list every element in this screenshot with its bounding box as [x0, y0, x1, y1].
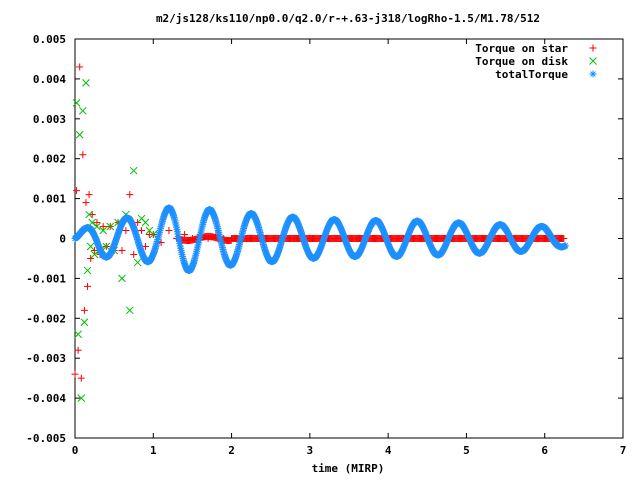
data-point: [561, 242, 569, 250]
data-point: [75, 130, 84, 139]
y-tick-label: -0.005: [26, 432, 66, 445]
data-point: [78, 106, 87, 115]
data-point: [122, 227, 130, 235]
data-point: [77, 394, 86, 402]
y-tick-label: 0.002: [33, 153, 66, 166]
data-point: [165, 227, 173, 235]
data-point: [85, 210, 93, 219]
legend-label: Torque on star: [475, 42, 568, 55]
data-point: [77, 374, 85, 382]
x-tick-label: 2: [228, 444, 235, 457]
chart-title: m2/js128/ks110/np0.0/q2.0/r-+.63-j318/lo…: [156, 12, 540, 25]
data-point: [99, 223, 107, 231]
data-point: [102, 242, 111, 251]
y-tick-label: -0.001: [26, 272, 66, 285]
axis-ticks: 0 1 2 3 4 5 6 7 -0.005 -0.004 -0.003 -0.002 -0.001 0 0…: [26, 33, 626, 457]
data-point: [90, 250, 99, 259]
data-point: [86, 242, 95, 251]
data-point: [138, 227, 146, 235]
data-point: [82, 199, 90, 207]
data-point: [118, 246, 126, 254]
data-point: [130, 250, 138, 258]
data-point: [85, 191, 93, 199]
y-tick-label: -0.004: [26, 392, 66, 405]
y-tick-label: 0.005: [33, 33, 66, 46]
legend-marker: [589, 57, 597, 65]
x-tick-label: 3: [307, 444, 314, 457]
data-point: [80, 306, 88, 314]
data-point: [88, 211, 96, 219]
legend-label: totalTorque: [495, 68, 568, 81]
x-tick-label: 0: [72, 444, 79, 457]
data-point: [83, 266, 92, 275]
x-axis-label: time (MIRP): [312, 462, 385, 475]
data-point: [118, 274, 126, 283]
x-tick-label: 5: [463, 444, 470, 457]
data-point: [126, 191, 134, 199]
data-point: [80, 318, 89, 327]
data-point: [71, 370, 79, 378]
data-point: [79, 151, 87, 159]
data-point: [76, 63, 84, 71]
data-point: [149, 230, 158, 239]
data-point: [133, 258, 142, 267]
data-point: [87, 254, 95, 262]
data-point: [106, 222, 115, 231]
legend-label: Torque on disk: [475, 55, 568, 68]
data-point: [72, 98, 81, 107]
x-tick-label: 7: [620, 444, 627, 457]
y-tick-label: 0.003: [33, 113, 66, 126]
y-tick-label: 0.004: [33, 73, 66, 86]
y-tick-label: -0.002: [26, 312, 66, 325]
y-tick-label: 0: [59, 233, 66, 246]
data-point: [74, 330, 82, 339]
data-point: [99, 226, 108, 235]
y-tick-label: -0.003: [26, 352, 66, 365]
data-point: [73, 187, 81, 195]
data-point: [93, 219, 101, 227]
x-tick-label: 6: [541, 444, 548, 457]
y-tick-label: 0.001: [33, 193, 66, 206]
x-tick-label: 4: [385, 444, 392, 457]
series-layer: [71, 63, 569, 402]
data-point: [560, 235, 568, 242]
legend-marker: [589, 44, 597, 52]
data-point: [141, 218, 150, 227]
x-tick-label: 1: [150, 444, 157, 457]
data-point: [74, 346, 82, 354]
series-torque-on-disk: [72, 79, 158, 402]
legend-marker: [589, 70, 597, 78]
series-totaltorque: [71, 204, 569, 275]
data-point: [129, 166, 138, 175]
data-point: [84, 282, 92, 290]
data-point: [82, 79, 90, 87]
data-point: [125, 306, 134, 315]
